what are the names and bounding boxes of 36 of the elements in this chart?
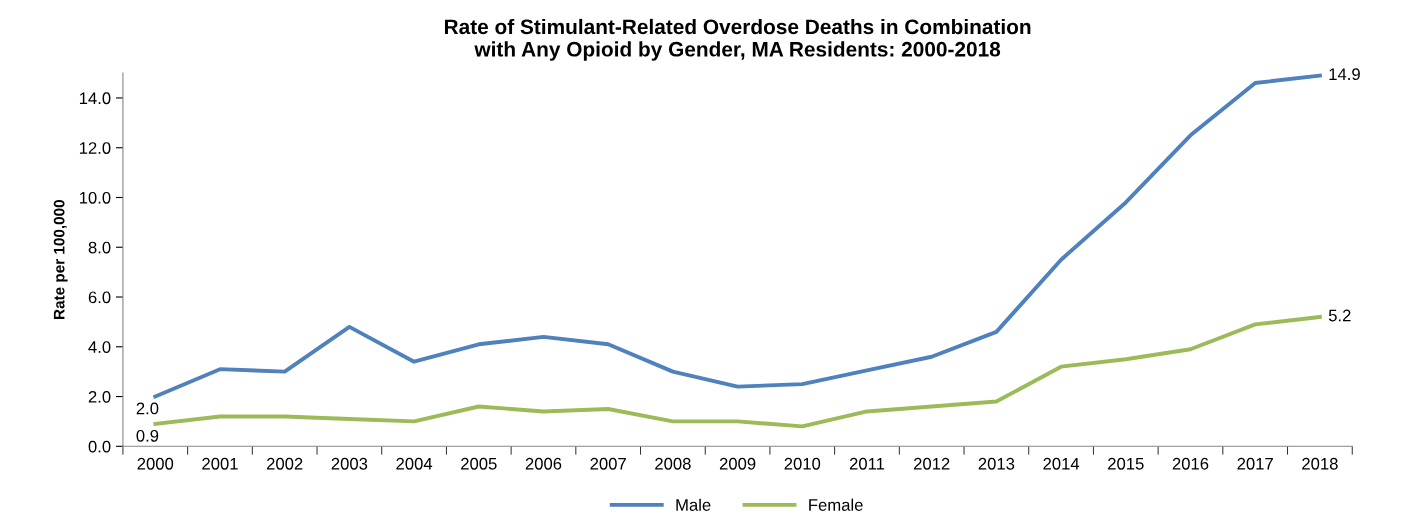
y-tick-label: 12.0: [79, 142, 111, 154]
legend-label: Female: [809, 498, 863, 511]
x-tick-label: 2004: [396, 457, 433, 470]
y-tick-label: 0.0: [88, 440, 111, 453]
x-tick-label: 2008: [655, 457, 691, 470]
legend-label: Male: [676, 498, 711, 511]
x-tick-label: 2014: [1043, 457, 1080, 470]
x-tick-label: 2015: [1108, 457, 1144, 470]
x-tick-label: 2011: [849, 457, 885, 470]
x-tick-label: 2012: [913, 457, 950, 470]
y-tick-label: 10.0: [79, 191, 111, 204]
x-tick-label: 2005: [461, 457, 497, 470]
x-tick-label: 2006: [525, 457, 562, 470]
chart-title: Rate of Stimulant-Related Overdose Deaths in Combination with Any Opioid by Gender, MA Residents: 2000-2018: [444, 18, 1031, 61]
x-tick-label: 2001: [202, 457, 238, 470]
x-tick-label: 2017: [1237, 457, 1273, 470]
y-tick-label: 2.0: [88, 390, 111, 403]
x-tick-label: 2010: [784, 457, 821, 470]
y-tick-label: 4.0: [88, 341, 111, 353]
y-tick-label: 6.0: [88, 291, 111, 304]
data-label: 5.2: [1328, 309, 1351, 322]
x-tick-label: 2013: [978, 457, 1015, 470]
line-series: [153, 73, 1322, 399]
y-tick-label: 14.0: [79, 92, 111, 105]
x-tick-label: 2016: [1172, 457, 1209, 470]
x-tick-label: 2000: [137, 457, 174, 470]
x-tick-label: 2002: [266, 457, 303, 470]
x-tick-label: 2009: [719, 457, 756, 470]
y-tick-label: 8.0: [88, 241, 111, 254]
x-tick-label: 2003: [331, 457, 368, 470]
y-axis-title: Rate per 100,000: [53, 200, 68, 319]
data-label: 14.9: [1329, 68, 1360, 81]
data-label: 0.9: [136, 429, 159, 442]
data-label: 2.0: [136, 402, 159, 415]
x-tick-label: 2007: [590, 457, 626, 470]
x-tick-label: 2018: [1302, 457, 1338, 470]
